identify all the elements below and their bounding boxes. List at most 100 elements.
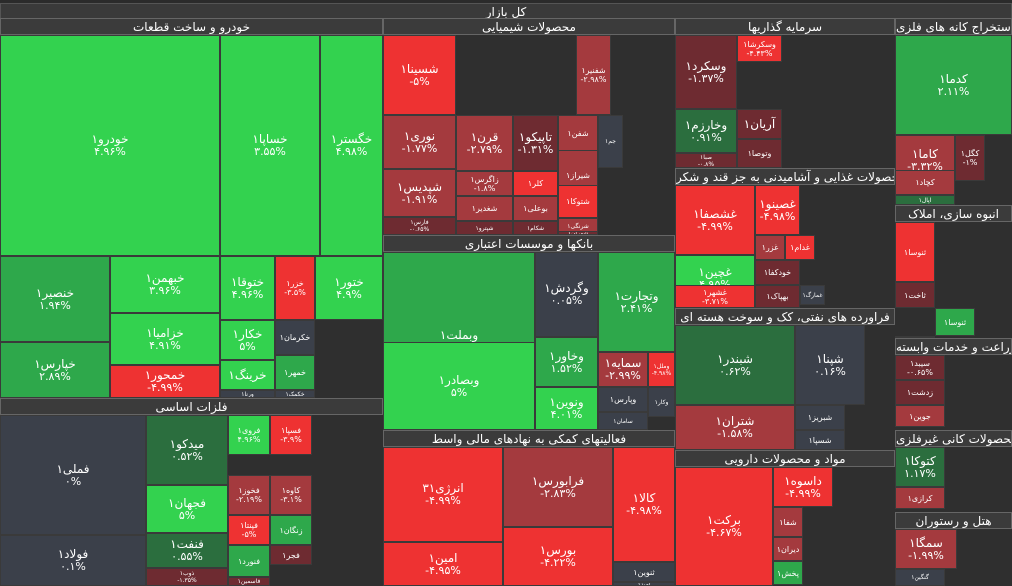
- stock-tile[interactable]: میدکو۱ ۰.۵۲%: [146, 415, 228, 485]
- stock-tile[interactable]: ثاخت۱: [895, 282, 935, 308]
- stock-tile[interactable]: خزامیا۱ ۴.۹۱%: [110, 313, 220, 365]
- stock-tile[interactable]: فسپا۱ -۳.۹%: [270, 415, 312, 455]
- stock-tile[interactable]: وسکرشا۱ -۴.۴۳%: [737, 35, 782, 62]
- stock-tile[interactable]: وتوصا۱: [737, 139, 782, 168]
- sector-title[interactable]: فراورده های نفتی، کک و سوخت هسته ای: [675, 308, 895, 325]
- stock-tile[interactable]: شتوکا۱: [558, 185, 598, 218]
- sector-title[interactable]: فلزات اساسی: [0, 398, 383, 415]
- stock-tile[interactable]: سمگا۱ -۱.۹۹%: [895, 529, 957, 569]
- stock-tile[interactable]: اپال۱: [895, 195, 955, 205]
- stock-tile[interactable]: جم۱: [598, 115, 623, 168]
- sector-title[interactable]: استخراج کانه های فلزی: [895, 18, 1012, 35]
- stock-tile[interactable]: شبندر۱ ۰.۶۲%: [675, 325, 795, 405]
- stock-tile[interactable]: کاوه۱ -۳.۱%: [270, 475, 312, 515]
- stock-tile[interactable]: زدشت۱: [895, 380, 945, 405]
- stock-tile[interactable]: امین۱ -۴.۹۵%: [383, 542, 503, 586]
- stock-tile[interactable]: خزر۱ -۳.۵%: [275, 256, 315, 320]
- stock-tile[interactable]: فارس۱ -۰.۶۵%: [383, 217, 456, 235]
- stock-tile[interactable]: وگردش۱ ۰.۰۵%: [535, 252, 598, 337]
- stock-tile[interactable]: خکمک۱: [275, 390, 315, 398]
- stock-tile[interactable]: شبریز۱: [795, 405, 845, 430]
- stock-tile[interactable]: وتجارت۱ ۲.۴۱%: [598, 252, 675, 352]
- stock-tile[interactable]: فروی۱ ۴.۹۶%: [228, 415, 270, 455]
- stock-tile[interactable]: غشصفا۱ -۴.۹۹%: [675, 185, 755, 255]
- stock-tile[interactable]: زاگرس۱ -۱.۸%: [456, 171, 513, 196]
- stock-tile[interactable]: دیران۱: [773, 537, 803, 561]
- stock-tile[interactable]: وکار۱: [648, 387, 675, 417]
- stock-tile[interactable]: خکرمان۱: [275, 320, 315, 355]
- stock-tile[interactable]: شپنا۱ ۰.۱۶%: [795, 325, 865, 405]
- stock-tile[interactable]: ثنوسا۱: [895, 222, 935, 282]
- stock-tile[interactable]: ثنوسا۱: [935, 308, 975, 336]
- stock-tile[interactable]: سیبد۱ -۰.۶۵%: [895, 355, 945, 380]
- stock-tile[interactable]: خرینگ۱: [220, 360, 275, 390]
- stock-tile[interactable]: بورس۱ -۴.۲۲%: [503, 527, 613, 586]
- stock-tile[interactable]: برکت۱ -۴.۶۷%: [675, 467, 773, 586]
- stock-tile[interactable]: شپدیس۱ -۱.۹۱%: [383, 169, 456, 217]
- stock-tile[interactable]: غزر۱: [755, 235, 785, 260]
- sector-title[interactable]: هتل و رستوران: [895, 512, 1012, 529]
- stock-tile[interactable]: شسینا۱ -۵%: [383, 35, 456, 115]
- stock-tile[interactable]: جوین۱: [895, 405, 945, 427]
- stock-tile[interactable]: شکام۱: [513, 221, 558, 235]
- stock-tile[interactable]: خبهمن۱ ۳.۹۶%: [110, 256, 220, 313]
- stock-tile[interactable]: صبا۱ -۰.۸%: [675, 153, 737, 168]
- stock-tile[interactable]: سمایه۱ -۲.۹۹%: [598, 352, 648, 387]
- stock-tile[interactable]: کگل۱ -۱%: [955, 135, 985, 181]
- sector-title[interactable]: فعالیتهای کمکی به نهادهای مالی واسط: [383, 430, 675, 447]
- stock-tile[interactable]: آریان۱: [737, 109, 782, 139]
- sector-title[interactable]: محصولات غذایی و آشامیدنی به جز قند و شکر: [675, 168, 895, 185]
- stock-tile[interactable]: شسپا۱: [795, 430, 845, 450]
- stock-tile[interactable]: وسکرد۱ -۱.۳۷%: [675, 35, 737, 109]
- stock-tile[interactable]: گنگین۱: [895, 569, 945, 586]
- stock-tile[interactable]: امید۱: [613, 582, 675, 586]
- stock-tile[interactable]: شپترو۱: [456, 221, 513, 235]
- stock-tile[interactable]: کچاد۱: [895, 170, 955, 195]
- stock-tile[interactable]: خودرو۱ ۴.۹۶%: [0, 35, 220, 256]
- stock-tile[interactable]: فملی۱ ۰%: [0, 415, 146, 535]
- stock-tile[interactable]: غصینو۱ -۴.۹۸%: [755, 185, 800, 235]
- stock-tile[interactable]: ونوین۱ ۴.۰۱%: [535, 387, 598, 430]
- stock-tile[interactable]: بوعلی۱: [513, 196, 558, 221]
- stock-tile[interactable]: بهپاک۱: [755, 285, 800, 308]
- sector-title[interactable]: سرمایه گذاریها: [675, 18, 895, 35]
- stock-tile[interactable]: وملل۱ -۴.۹۸%: [648, 352, 675, 387]
- stock-tile[interactable]: فاسمین۱: [228, 577, 270, 586]
- stock-tile[interactable]: ختور۱ ۴.۹%: [315, 256, 383, 320]
- stock-tile[interactable]: شهران۱: [558, 231, 598, 235]
- stock-tile[interactable]: داسوه۱ -۴.۹۹%: [773, 467, 833, 507]
- sector-title[interactable]: محصولات شیمیایی: [383, 18, 675, 35]
- stock-tile[interactable]: کدما۱ ۲.۱۱%: [895, 35, 1012, 135]
- stock-tile[interactable]: کرازی۱: [895, 487, 945, 509]
- stock-tile[interactable]: خمحور۱ -۴.۹۹%: [110, 365, 220, 398]
- stock-tile[interactable]: نوری۱ -۱.۷۷%: [383, 115, 456, 169]
- stock-tile[interactable]: خمهر۱: [275, 355, 315, 390]
- stock-tile[interactable]: ذوب۱ -۱.۳۵%: [146, 568, 228, 586]
- stock-tile[interactable]: خساپا۱ ۳.۵۵%: [220, 35, 320, 256]
- stock-tile[interactable]: وخارزم۱ ۰.۹۱%: [675, 109, 737, 153]
- stock-tile[interactable]: کلر۱: [513, 171, 558, 196]
- stock-tile[interactable]: خکار۱ ۵%: [220, 320, 275, 360]
- stock-tile[interactable]: فنورد۱: [228, 545, 270, 577]
- sector-title[interactable]: بانکها و موسسات اعتباری: [383, 235, 675, 252]
- stock-tile[interactable]: خگستر۱ ۴.۹۸%: [320, 35, 383, 256]
- stock-tile[interactable]: سامان۱: [598, 412, 648, 430]
- stock-tile[interactable]: ختوقا۱ ۴.۹۶%: [220, 256, 275, 320]
- stock-tile[interactable]: شفا۱: [773, 507, 803, 537]
- stock-tile[interactable]: شتران۱ -۱.۵۸%: [675, 405, 795, 450]
- stock-tile[interactable]: خنصیر۱ ۱.۹۴%: [0, 256, 110, 342]
- stock-tile[interactable]: ثنوین۱: [613, 562, 675, 582]
- stock-tile[interactable]: شفنیر۱ -۲.۹۸%: [576, 35, 611, 115]
- stock-tile[interactable]: شغدیر۱: [456, 196, 513, 221]
- stock-tile[interactable]: ورنا۱: [220, 390, 275, 398]
- stock-tile[interactable]: غشهر۱ -۳.۷۱%: [675, 285, 755, 308]
- stock-tile[interactable]: ثاباد۱: [895, 336, 935, 338]
- stock-tile[interactable]: تاپیکو۱ -۱.۳۱%: [513, 115, 558, 171]
- stock-tile[interactable]: خپارس۱ ۲.۸۹%: [0, 342, 110, 398]
- sector-title[interactable]: خودرو و ساخت قطعات: [0, 18, 383, 35]
- stock-tile[interactable]: شفن۱: [558, 115, 598, 151]
- stock-tile[interactable]: فجهان۱ ۵%: [146, 485, 228, 533]
- sector-title[interactable]: انبوه سازی، املاک: [895, 205, 1012, 222]
- stock-tile[interactable]: انرژی۳۱ -۴.۹۹%: [383, 447, 503, 542]
- sector-title[interactable]: مواد و محصولات دارویی: [675, 450, 895, 467]
